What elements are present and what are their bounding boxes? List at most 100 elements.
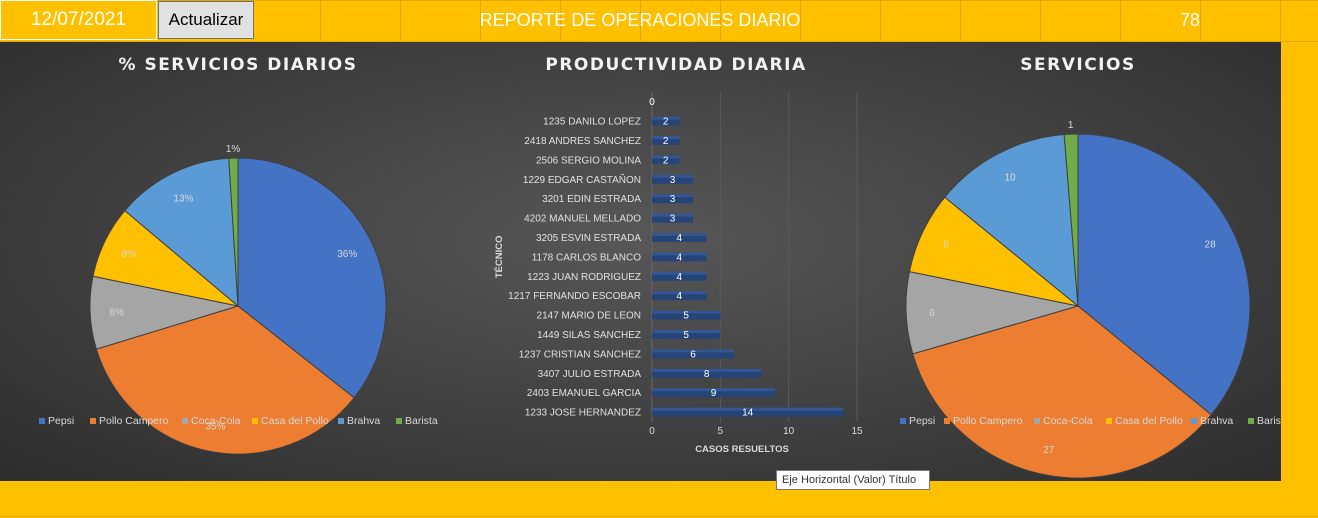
legend-entry: Pollo Campero [953, 415, 1023, 427]
productivity-title: PRODUCTIVIDAD DIARIA [545, 55, 806, 75]
x-tick-label: 10 [783, 426, 795, 437]
bar-highlight [652, 330, 721, 333]
legend-swatch [39, 418, 45, 424]
legend-entry: Casa del Pollo [261, 415, 329, 427]
pct-pie-slice-pollo-campero [95, 305, 355, 455]
legend-swatch [182, 418, 188, 424]
bar-data-label: 4 [677, 291, 683, 302]
bar [652, 252, 707, 262]
report-header: 12/07/2021 Actualizar REPORTE DE OPERACI… [0, 0, 1318, 42]
bar-data-label: 3 [670, 214, 676, 225]
legend-swatch [944, 418, 950, 424]
pct-pie-data-label: 8% [122, 249, 137, 260]
pct-pie-data-label: 35% [205, 421, 225, 432]
pct-pie-data-label: 13% [173, 194, 193, 205]
bar-data-label: 2 [663, 155, 669, 166]
pct-pie-data-label: 8% [110, 308, 125, 319]
x-tick-label: 5 [718, 426, 724, 437]
bar [652, 330, 721, 339]
bar-highlight [652, 155, 680, 159]
x-axis-title: CASOS RESUELTOS [695, 444, 789, 455]
axis-tooltip: Eje Horizontal (Valor) Título [776, 470, 930, 490]
category-label: 1217 FERNANDO ESCOBAR [508, 291, 641, 302]
bar-data-label: 5 [683, 311, 689, 322]
category-label: 1223 JUAN RODRIGUEZ [527, 272, 641, 283]
bar-highlight [652, 252, 707, 256]
legend-swatch [1034, 418, 1040, 424]
svc-pie-data-label: 27 [1043, 445, 1055, 456]
dashboard-panel: % SERVICIOS DIARIOS 36% 35% 8% 8% 13% 1% Pepsi P… [0, 42, 1281, 481]
legend-entry: Pepsi [48, 415, 74, 427]
charts-canvas: % SERVICIOS DIARIOS 36% 35% 8% 8% 13% 1% Pepsi P… [39, 55, 1281, 479]
pct-pie-data-label: 1% [226, 144, 241, 155]
category-label: 3201 EDIN ESTRADA [542, 194, 641, 205]
category-label: 1233 JOSE HERNANDEZ [525, 408, 641, 419]
bar [652, 174, 693, 184]
svc-pie-slice-pepsi [1077, 133, 1251, 416]
legend-swatch [396, 418, 402, 424]
bar-highlight [652, 271, 707, 275]
legend-swatch [252, 418, 258, 424]
bar-data-label: 3 [670, 175, 676, 186]
category-label: 3407 JULIO ESTRADA [538, 369, 642, 380]
pct-pie-slice-brahva [124, 157, 239, 308]
legend-entry: Brahva [1200, 415, 1233, 427]
legend-swatch [1106, 418, 1112, 424]
productivity-chart: PRODUCTIVIDAD DIARIA 0 5 10 15 0 1235 DANILO L… [494, 55, 863, 455]
pct-pie-slice-barista [228, 157, 239, 307]
refresh-button[interactable]: Actualizar [158, 1, 254, 39]
category-label: 1237 CRISTIAN SANCHEZ [519, 349, 641, 360]
svc-pie-slice-barista [1063, 133, 1079, 307]
bar [652, 291, 707, 301]
total-count: 78 [1179, 9, 1201, 30]
category-label: 1235 DANILO LOPEZ [543, 117, 641, 128]
category-label: 1229 EDGAR CASTAÑON [523, 173, 641, 186]
pct-pie-slice-pepsi [237, 157, 387, 399]
date-cell[interactable]: 12/07/2021 [0, 0, 157, 40]
bar-data-label: 9 [711, 388, 717, 399]
svc-pie-title: SERVICIOS [1020, 55, 1135, 75]
legend-entry: Barista [1257, 415, 1281, 427]
legend-entry: Brahva [347, 415, 380, 427]
report-title: REPORTE DE OPERACIONES DIARIO [479, 9, 801, 30]
bar-highlight [652, 407, 844, 411]
bar [652, 349, 734, 359]
bar-data-label: 3 [670, 194, 676, 205]
bar-data-label: 14 [742, 408, 754, 419]
category-label: 2506 SERGIO MOLINA [536, 155, 641, 166]
category-label: 2403 EMANUEL GARCIA [527, 388, 641, 399]
bar-data-label: 6 [690, 349, 696, 360]
bar-data-label: 4 [677, 252, 683, 263]
bar [652, 233, 707, 242]
bar-highlight [652, 194, 693, 198]
svc-pie-data-label: 6 [943, 239, 949, 250]
bar-highlight [652, 174, 693, 178]
category-label: 2147 MARIO DE LEON [537, 311, 641, 322]
bar [652, 310, 721, 320]
y-axis-title: TÉCNICO [494, 236, 505, 279]
category-label: 3205 ESVIN ESTRADA [536, 233, 641, 244]
bar [652, 136, 680, 145]
category-label: 2418 ANDRES SANCHEZ [524, 136, 641, 147]
bar-highlight [652, 349, 734, 353]
bar [652, 368, 762, 378]
bar [652, 271, 707, 281]
bar-data-label: 0 [649, 97, 655, 108]
x-tick-label: 0 [649, 426, 655, 437]
bar-data-label: 8 [704, 369, 710, 380]
category-label: 1449 SILAS SANCHEZ [537, 330, 641, 341]
svc-pie-data-label: 10 [1004, 173, 1016, 184]
pct-pie-chart: % SERVICIOS DIARIOS 36% 35% 8% 8% 13% 1% Pepsi P… [39, 55, 438, 455]
category-label: 4202 MANUEL MELLADO [524, 214, 641, 225]
x-tick-label: 15 [851, 426, 863, 437]
bar [652, 116, 680, 126]
bar-data-label: 2 [663, 136, 669, 147]
bar [652, 194, 693, 204]
pct-pie-data-label: 36% [337, 249, 357, 260]
legend-entry: Pollo Campero [99, 415, 169, 427]
legend-swatch [1248, 418, 1254, 424]
legend-swatch [338, 418, 344, 424]
svc-pie-slice-brahva [944, 134, 1079, 308]
bar-highlight [652, 213, 693, 217]
category-label: 1178 CARLOS BLANCO [532, 252, 642, 263]
